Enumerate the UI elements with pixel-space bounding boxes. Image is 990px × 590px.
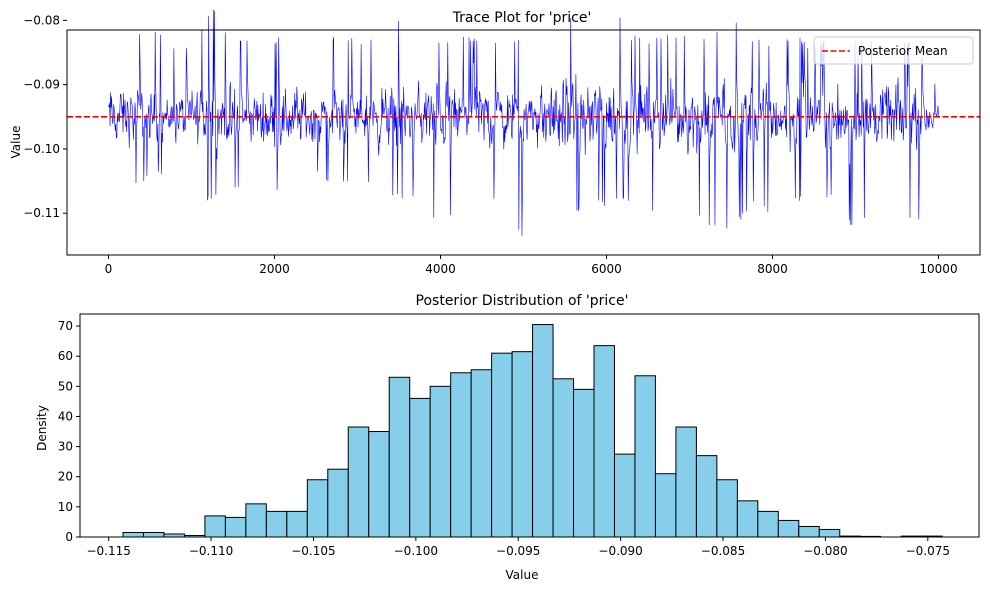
trace-plot-legend: Posterior Mean	[813, 36, 974, 65]
histogram-bar	[634, 375, 656, 538]
histogram-bar	[204, 515, 226, 538]
histogram-bar	[573, 388, 595, 538]
histogram-bar	[716, 479, 738, 538]
histogram-bar	[695, 455, 718, 538]
trace-plot-ylabel: Value	[9, 126, 23, 159]
histogram-ytick-label: 40	[58, 409, 73, 423]
histogram-ytick-label: 50	[58, 379, 73, 393]
trace-xtick-label: 8000	[757, 262, 788, 276]
histogram-bar	[593, 345, 615, 538]
trace-plot-panel: Trace Plot for 'price' Value 0 2000 4000 60…	[9, 9, 981, 276]
histogram-xtick-label: −0.100	[394, 544, 438, 558]
histogram-xtick-label: −0.115	[86, 544, 130, 558]
histogram-bar	[736, 500, 759, 538]
trace-xtick-label: 0	[105, 262, 113, 276]
histogram-bar	[429, 385, 452, 538]
histogram-bar	[757, 510, 779, 538]
histogram-bar	[491, 352, 513, 538]
histogram-bars	[122, 324, 943, 538]
histogram-panel: Posterior Distribution of 'price' Densit…	[35, 293, 980, 582]
histogram-bar	[552, 378, 575, 538]
histogram-ytick-label: 10	[58, 500, 73, 514]
histogram-bar	[409, 397, 431, 538]
histogram-bar	[388, 376, 411, 538]
histogram-xlabel: Value	[506, 568, 539, 582]
histogram-bar	[675, 426, 697, 538]
trace-xtick-label: 2000	[259, 262, 290, 276]
trace-ytick-label: −0.10	[23, 142, 60, 156]
histogram-bar	[654, 473, 677, 538]
histogram-ytick-label: 0	[65, 530, 73, 544]
histogram-bar	[777, 519, 800, 538]
histogram-bar	[245, 503, 267, 538]
trace-plot-frame	[66, 29, 981, 256]
histogram-bar	[327, 468, 349, 538]
histogram-bar	[511, 351, 534, 538]
histogram-bar	[286, 510, 308, 538]
histogram-ytick-label: 20	[58, 470, 73, 484]
histogram-bar	[122, 531, 144, 538]
histogram-xtick-label: −0.085	[701, 544, 745, 558]
histogram-xtick-label: −0.105	[291, 544, 335, 558]
histogram-ytick-label: 30	[58, 440, 73, 454]
histogram-title: Posterior Distribution of 'price'	[416, 293, 629, 309]
histogram-xtick-label: −0.090	[598, 544, 642, 558]
trace-ytick-label: −0.11	[23, 206, 60, 220]
histogram-xtick-label: −0.080	[803, 544, 847, 558]
histogram-bar	[306, 479, 329, 538]
trace-plot-marks	[67, 9, 980, 237]
histogram-bar	[142, 531, 165, 538]
trace-xtick-label: 6000	[591, 262, 622, 276]
trace-plot-ticks: 0 2000 4000 6000 8000 10000 −0.11 −0.10 −0.09 −0.…	[23, 13, 957, 276]
histogram-bar	[368, 431, 390, 538]
trace-ytick-label: −0.09	[23, 78, 60, 92]
histogram-bar	[532, 324, 554, 538]
histogram-ytick-label: 60	[58, 349, 73, 363]
trace-ytick-label: −0.08	[23, 13, 60, 27]
histogram-xtick-label: −0.095	[496, 544, 540, 558]
histogram-bar	[613, 453, 636, 538]
trace-plot-title: Trace Plot for 'price'	[452, 10, 592, 26]
legend-box	[813, 36, 974, 65]
histogram-bar	[818, 528, 841, 538]
histogram-bar	[224, 516, 247, 538]
histogram-bar	[470, 369, 493, 538]
histogram-xtick-label: −0.075	[906, 544, 950, 558]
trace-xtick-label: 4000	[425, 262, 456, 276]
trace-series-line	[108, 9, 939, 237]
histogram-xtick-label: −0.110	[189, 544, 233, 558]
legend-posterior-mean-label: Posterior Mean	[858, 44, 948, 58]
histogram-bar	[265, 510, 288, 538]
histogram-ytick-label: 70	[58, 319, 73, 333]
histogram-bar	[347, 426, 370, 538]
histogram-bar	[798, 525, 820, 538]
histogram-bar	[450, 372, 472, 538]
histogram-ylabel: Density	[35, 405, 49, 451]
histogram-ticks: −0.115 −0.110 −0.105 −0.100 −0.095 −0.090 −0.0…	[58, 319, 950, 558]
histogram-frame	[79, 313, 980, 538]
trace-xtick-label: 10000	[919, 262, 957, 276]
